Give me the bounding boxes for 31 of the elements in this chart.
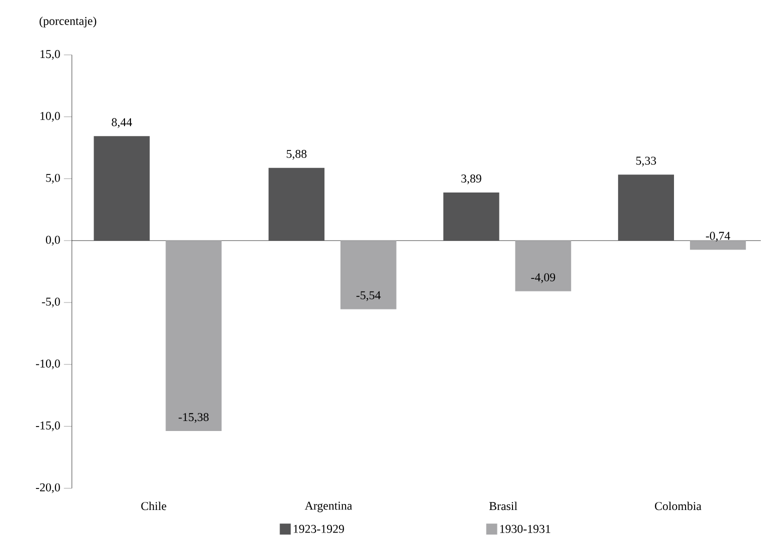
data-label: 8,44: [112, 118, 132, 128]
y-tick-label: -20,0: [36, 483, 60, 493]
y-tick-label: -15,0: [36, 421, 60, 432]
x-tick-label: Brasil: [489, 502, 518, 510]
y-axis-title: (porcentaje): [40, 16, 96, 28]
data-label: 5,88: [286, 150, 306, 160]
bar: [618, 174, 674, 240]
x-tick-label: Argentina: [304, 502, 352, 512]
y-tick-label: 10,0: [40, 112, 60, 122]
data-label: 3,89: [461, 174, 482, 184]
y-tick-label: -10,0: [36, 359, 60, 370]
bar: [690, 240, 746, 250]
x-tick-label: Colombia: [654, 502, 702, 510]
data-label: -15,38: [178, 412, 209, 423]
data-label: -5,54: [356, 291, 381, 301]
data-label: -0,74: [706, 232, 730, 242]
y-tick-label: -5,0: [42, 297, 60, 308]
data-label: 5,33: [636, 156, 656, 166]
x-tick-label: Chile: [141, 502, 166, 510]
legend-label: 1923-1929: [294, 524, 344, 533]
legend-label: 1930-1931: [500, 524, 550, 533]
y-tick-label: 5,0: [46, 174, 60, 184]
bar: [166, 240, 222, 431]
y-tick-label: 15,0: [40, 50, 60, 60]
data-label: -4,09: [531, 273, 556, 283]
bar: [443, 192, 500, 240]
bar: [515, 240, 572, 292]
bar: [340, 240, 396, 310]
bar: [268, 168, 324, 240]
bar: [94, 136, 150, 240]
y-tick-label: 0,0: [46, 236, 60, 246]
